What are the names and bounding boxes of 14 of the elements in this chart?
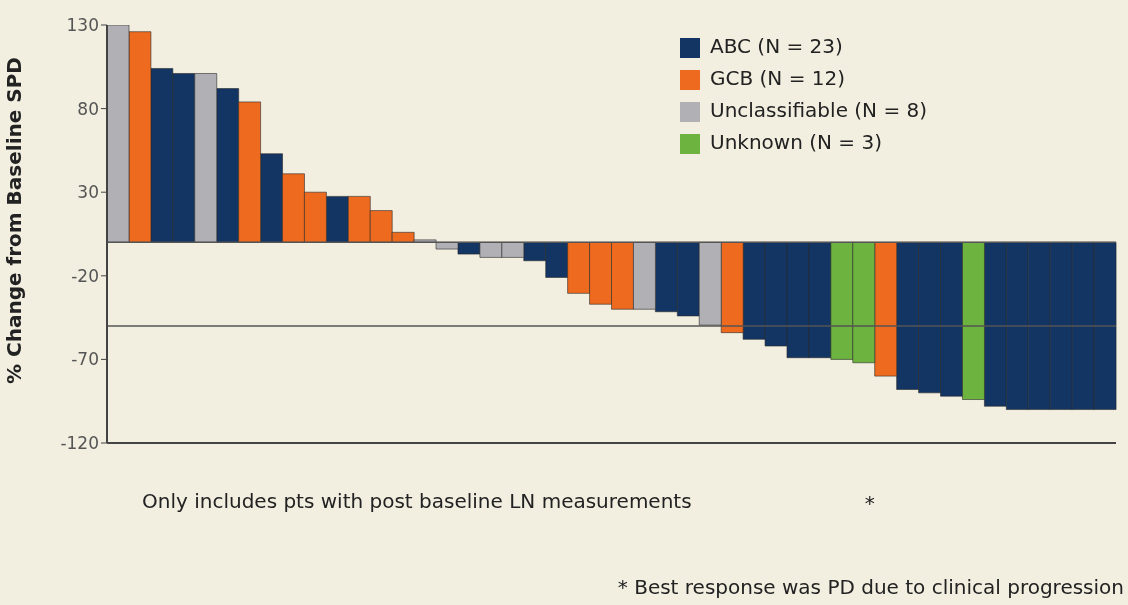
legend-label: GCB (N = 12) [710,66,846,90]
y-tick-label: 30 [77,182,99,203]
text: * Best response was PD due to clinical progression [617,575,1124,599]
legend-label: ABC (N = 23) [710,34,843,58]
legend-label: Unknown (N = 3) [710,130,882,154]
y-tick-label: -70 [71,349,99,370]
y-axis-title: % Change from Baseline SPD [2,57,27,384]
y-tick-label: 130 [66,15,99,36]
y-tick-label: -20 [71,265,99,286]
y-tick-label: 80 [77,98,99,119]
text: * [864,490,875,515]
y-tick-label: -120 [60,433,99,454]
legend-label: Unclassifiable (N = 8) [710,98,928,122]
text: Only includes pts with post baseline LN measurements [142,488,692,513]
